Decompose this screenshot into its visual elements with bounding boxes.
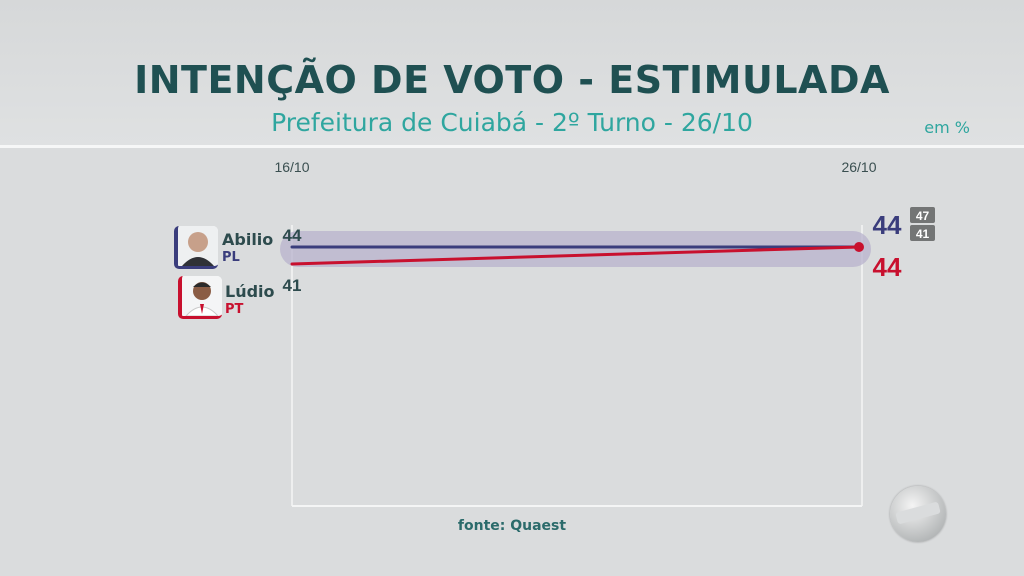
- band-upper-label: 47: [916, 209, 930, 223]
- series-line-ludio: [290, 245, 861, 266]
- band-lower-badge: [910, 225, 935, 241]
- person-icon: [178, 226, 218, 266]
- band-upper-badge: [910, 207, 935, 223]
- source-label: fonte: Quaest: [457, 518, 567, 534]
- data-label-ludio-end: 44: [873, 252, 902, 282]
- data-label-ludio-start: 41: [283, 276, 302, 295]
- data-label-abilio-end: 44: [873, 210, 902, 240]
- broadcaster-logo: [890, 486, 946, 542]
- candidate-name-abilio: Abilio: [222, 230, 274, 249]
- avatar-abilio: [174, 226, 218, 269]
- avatar-ludio: [178, 276, 222, 319]
- candidate-party-abilio: PL: [222, 250, 240, 265]
- header-divider: [0, 145, 1024, 148]
- x-tick-label-start: 16/10: [274, 159, 309, 175]
- x-tick-label-end: 26/10: [841, 159, 876, 175]
- point-ludio-end: [854, 242, 864, 252]
- data-label-abilio-start: 44: [283, 226, 302, 245]
- band-lower-label: 41: [916, 227, 930, 241]
- band-range-badges: 47 41: [910, 207, 935, 241]
- candidate-name-ludio: Lúdio: [225, 282, 275, 301]
- unit-label: em %: [924, 118, 970, 137]
- chart-title: INTENÇÃO DE VOTO - ESTIMULADA: [134, 58, 890, 102]
- chart-subtitle: Prefeitura de Cuiabá - 2º Turno - 26/10: [271, 108, 753, 137]
- logo-band: [895, 501, 941, 525]
- person-icon: [182, 276, 222, 316]
- candidate-party-ludio: PT: [225, 302, 244, 317]
- header-band: [0, 0, 1024, 145]
- margin-of-error-band: [280, 231, 871, 267]
